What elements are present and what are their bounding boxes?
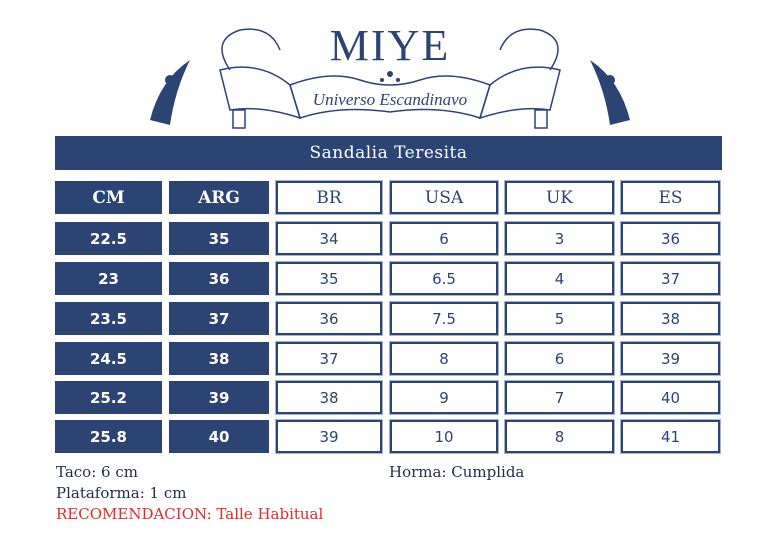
table-cell-es: 39 — [621, 342, 720, 375]
table-cell-br: 37 — [276, 342, 382, 375]
table-cell-cm: 22.5 — [55, 222, 162, 255]
table-cell-usa: 6 — [390, 222, 498, 255]
table-cell-es: 36 — [621, 222, 720, 255]
brand-tagline: Universo Escandinavo — [312, 90, 468, 109]
table-cell-cm: 23 — [55, 262, 162, 295]
table-cell-cm: 25.8 — [55, 420, 162, 453]
table-cell-uk: 7 — [505, 381, 614, 414]
table-cell-es: 40 — [621, 381, 720, 414]
table-cell-br: 34 — [276, 222, 382, 255]
brand-name: MIYE — [329, 21, 451, 70]
table-cell-br: 38 — [276, 381, 382, 414]
column-header-arg: ARG — [169, 181, 269, 214]
column-header-uk: UK — [505, 181, 614, 214]
brand-logo: MIYE Universo Escandinavo — [130, 10, 650, 135]
table-cell-es: 38 — [621, 302, 720, 335]
table-cell-uk: 6 — [505, 342, 614, 375]
table-cell-usa: 10 — [390, 420, 498, 453]
table-cell-arg: 37 — [169, 302, 269, 335]
column-header-br: BR — [276, 181, 382, 214]
table-cell-es: 41 — [621, 420, 720, 453]
ornament-icon — [150, 28, 630, 129]
recommendation: RECOMENDACION: Talle Habitual — [56, 505, 324, 523]
table-cell-usa: 6.5 — [390, 262, 498, 295]
table-cell-cm: 24.5 — [55, 342, 162, 375]
table-cell-br: 35 — [276, 262, 382, 295]
table-cell-arg: 35 — [169, 222, 269, 255]
table-cell-uk: 4 — [505, 262, 614, 295]
table-cell-br: 39 — [276, 420, 382, 453]
table-cell-cm: 25.2 — [55, 381, 162, 414]
table-cell-usa: 7.5 — [390, 302, 498, 335]
table-cell-br: 36 — [276, 302, 382, 335]
table-cell-usa: 8 — [390, 342, 498, 375]
table-cell-arg: 36 — [169, 262, 269, 295]
table-cell-arg: 38 — [169, 342, 269, 375]
column-header-cm: CM — [55, 181, 162, 214]
table-cell-uk: 3 — [505, 222, 614, 255]
table-cell-uk: 8 — [505, 420, 614, 453]
table-cell-uk: 5 — [505, 302, 614, 335]
product-title: Sandalia Teresita — [55, 136, 722, 170]
platform-height: Plataforma: 1 cm — [56, 484, 187, 502]
table-cell-cm: 23.5 — [55, 302, 162, 335]
table-cell-arg: 40 — [169, 420, 269, 453]
table-cell-arg: 39 — [169, 381, 269, 414]
fit-note: Horma: Cumplida — [389, 463, 525, 481]
table-cell-usa: 9 — [390, 381, 498, 414]
column-header-usa: USA — [390, 181, 498, 214]
table-cell-es: 37 — [621, 262, 720, 295]
column-header-es: ES — [621, 181, 720, 214]
heel-height: Taco: 6 cm — [56, 463, 138, 481]
